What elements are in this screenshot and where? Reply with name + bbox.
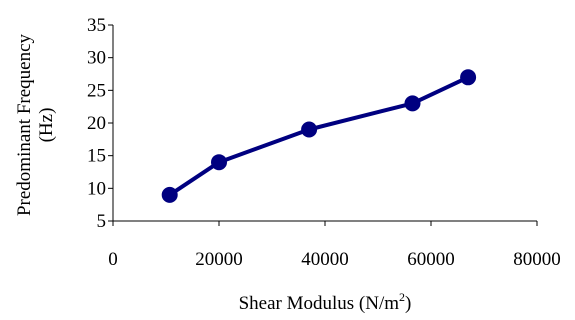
y-tick-label: 10 — [87, 178, 106, 199]
x-axis-label: Shear Modulus (N/m2) — [239, 290, 412, 314]
y-tick-label: 5 — [97, 211, 107, 232]
data-point — [211, 154, 227, 171]
data-point — [161, 186, 178, 203]
y-tick-label: 25 — [87, 80, 106, 101]
y-tick-label: 15 — [87, 146, 106, 167]
x-tick-label: 0 — [108, 249, 118, 270]
axes — [108, 24, 538, 226]
x-tick-label: 60000 — [407, 249, 455, 270]
x-tick-label: 80000 — [513, 249, 561, 270]
data-point — [460, 69, 477, 86]
series-line — [167, 75, 471, 197]
x-axis-label-superscript: 2 — [399, 290, 405, 304]
tick-labels: 5 10 15 20 25 30 35 0 20000 40000 60000 80000 — [87, 15, 561, 270]
y-axis-label-line-1: Predominant Frequency — [14, 33, 35, 216]
series-group — [161, 69, 477, 203]
x-tick-label: 40000 — [301, 249, 349, 270]
x-axis-label-main: Shear Modulus (N/m — [239, 293, 400, 314]
y-axis-label-line-2: (Hz) — [36, 108, 57, 143]
y-tick-label: 30 — [87, 48, 106, 69]
y-tick-label: 20 — [87, 113, 106, 134]
x-tick-label: 20000 — [195, 249, 243, 270]
x-axis-label-suffix: ) — [405, 293, 411, 314]
data-point — [301, 121, 318, 138]
data-point — [404, 95, 421, 112]
y-tick-label: 35 — [87, 15, 106, 36]
